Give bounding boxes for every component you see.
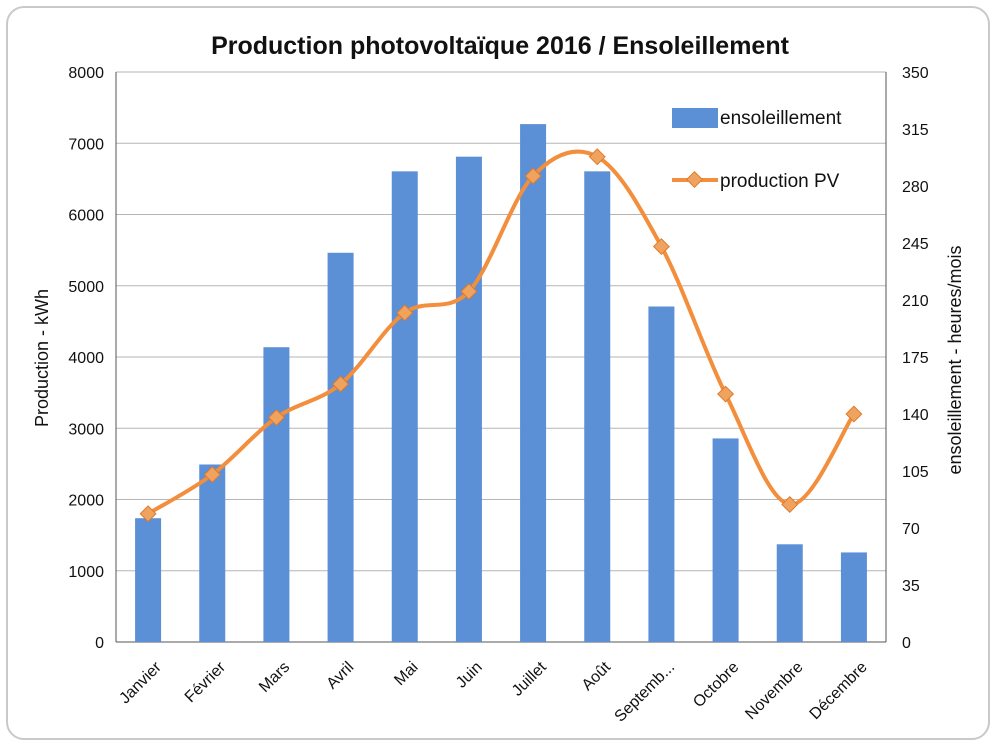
x-tick-label: Novembre xyxy=(742,659,806,723)
left-tick-label: 1000 xyxy=(68,564,104,581)
right-tick-label: 280 xyxy=(902,179,929,196)
legend-line-label: production PV xyxy=(720,171,840,192)
bar xyxy=(199,464,226,642)
legend-bar-swatch xyxy=(672,108,718,128)
bar xyxy=(776,544,803,642)
line-marker xyxy=(781,496,799,513)
line-marker xyxy=(396,304,414,322)
x-axis-ticks: Janvier Février Mars Avril Mai Juin Juillet Aoû… xyxy=(116,658,870,725)
x-tick-label: Juin xyxy=(453,659,486,692)
bar xyxy=(520,124,547,643)
left-tick-label: 3000 xyxy=(68,421,104,438)
right-tick-label: 210 xyxy=(902,293,929,310)
right-tick-label: 35 xyxy=(902,578,920,595)
x-tick-label: Mai xyxy=(391,659,421,689)
bar xyxy=(327,252,354,642)
bar xyxy=(840,552,867,642)
bar xyxy=(391,171,418,643)
line-marker xyxy=(524,167,542,185)
x-tick-label: Décembre xyxy=(807,659,871,723)
line-series xyxy=(139,148,863,523)
bar xyxy=(135,518,162,642)
right-tick-label: 105 xyxy=(902,464,929,481)
line-marker xyxy=(588,148,606,166)
right-axis-ticks: 0 35 70 105 140 175 210 245 280 315 350 xyxy=(902,65,929,652)
x-tick-label: Avril xyxy=(324,659,358,693)
right-tick-label: 140 xyxy=(902,407,929,424)
left-tick-label: 0 xyxy=(95,635,104,652)
gridlines xyxy=(116,71,886,643)
right-tick-label: 245 xyxy=(902,236,929,253)
x-tick-label: Janvier xyxy=(116,658,165,707)
right-tick-label: 0 xyxy=(902,635,911,652)
bar xyxy=(648,306,675,642)
chart-frame: Production photovoltaïque 2016 / Ensolei… xyxy=(6,6,990,740)
line-marker xyxy=(845,405,863,423)
left-axis-ticks: 0 1000 2000 3000 4000 5000 6000 7000 8000 xyxy=(68,65,104,652)
legend-bar-label: ensoleillement xyxy=(720,108,842,129)
x-tick-label: Février xyxy=(182,658,230,706)
chart-svg: Production photovoltaïque 2016 / Ensolei… xyxy=(32,32,965,726)
line-marker xyxy=(267,409,285,427)
legend: ensoleillement production PV xyxy=(672,108,842,192)
line-marker xyxy=(652,238,670,256)
left-tick-label: 2000 xyxy=(68,493,104,510)
chart-title: Production photovoltaïque 2016 / Ensolei… xyxy=(211,32,790,60)
left-tick-label: 8000 xyxy=(68,65,104,82)
line-marker xyxy=(139,505,157,523)
bar xyxy=(712,438,739,642)
bar xyxy=(584,171,611,643)
x-tick-label: Septemb... xyxy=(612,659,679,726)
right-tick-label: 315 xyxy=(902,122,929,139)
right-tick-label: 175 xyxy=(902,350,929,367)
right-axis-title: ensoleillement - heures/mois xyxy=(945,245,965,474)
left-tick-label: 7000 xyxy=(68,136,104,153)
legend-line-marker xyxy=(686,171,703,188)
x-tick-label: Juillet xyxy=(509,658,550,699)
x-tick-label: Mars xyxy=(256,659,293,696)
left-axis-title: Production - kWh xyxy=(32,289,52,427)
x-tick-label: Août xyxy=(579,658,615,694)
bar xyxy=(455,156,482,642)
line-marker xyxy=(460,282,478,300)
axes xyxy=(115,72,887,643)
right-tick-label: 350 xyxy=(902,65,929,82)
left-tick-label: 4000 xyxy=(68,350,104,367)
production-line xyxy=(147,149,856,516)
bar-series xyxy=(135,124,867,643)
left-tick-label: 6000 xyxy=(68,208,104,225)
line-marker xyxy=(717,385,735,403)
line-marker xyxy=(332,375,350,393)
right-tick-label: 70 xyxy=(902,521,920,538)
line-marker xyxy=(203,466,221,484)
bar xyxy=(263,347,290,642)
x-tick-label: Octobre xyxy=(690,659,742,711)
left-tick-label: 5000 xyxy=(68,279,104,296)
